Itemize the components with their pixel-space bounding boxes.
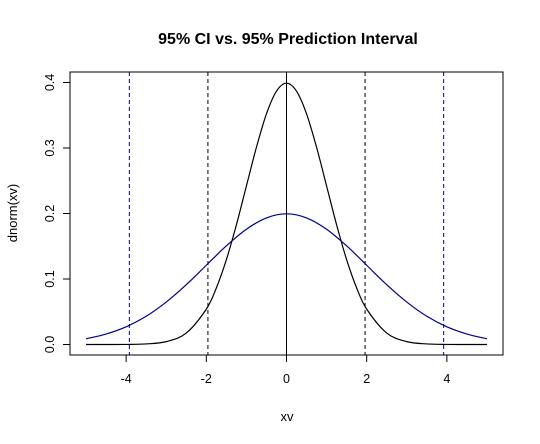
y-axis-label: dnorm(xv)	[5, 184, 20, 243]
y-tick-label: 0.4	[43, 74, 57, 91]
x-tick-label: -4	[121, 372, 132, 386]
y-tick-label: 0.0	[43, 336, 57, 353]
y-tick-label: 0.3	[43, 139, 57, 156]
x-tick-label: 4	[443, 372, 450, 386]
plot-frame	[69, 71, 504, 356]
x-tick-label: -2	[201, 372, 212, 386]
x-tick-label: 2	[363, 372, 370, 386]
x-axis-label: xv	[281, 409, 295, 424]
y-tick-label: 0.2	[43, 205, 57, 222]
chart-title: 95% CI vs. 95% Prediction Interval	[158, 31, 418, 48]
series-lines	[85, 82, 488, 346]
x-tick-label: 0	[283, 372, 290, 386]
series-line	[86, 82, 487, 346]
y-tick-label: 0.1	[43, 270, 57, 287]
series-line	[85, 213, 488, 340]
